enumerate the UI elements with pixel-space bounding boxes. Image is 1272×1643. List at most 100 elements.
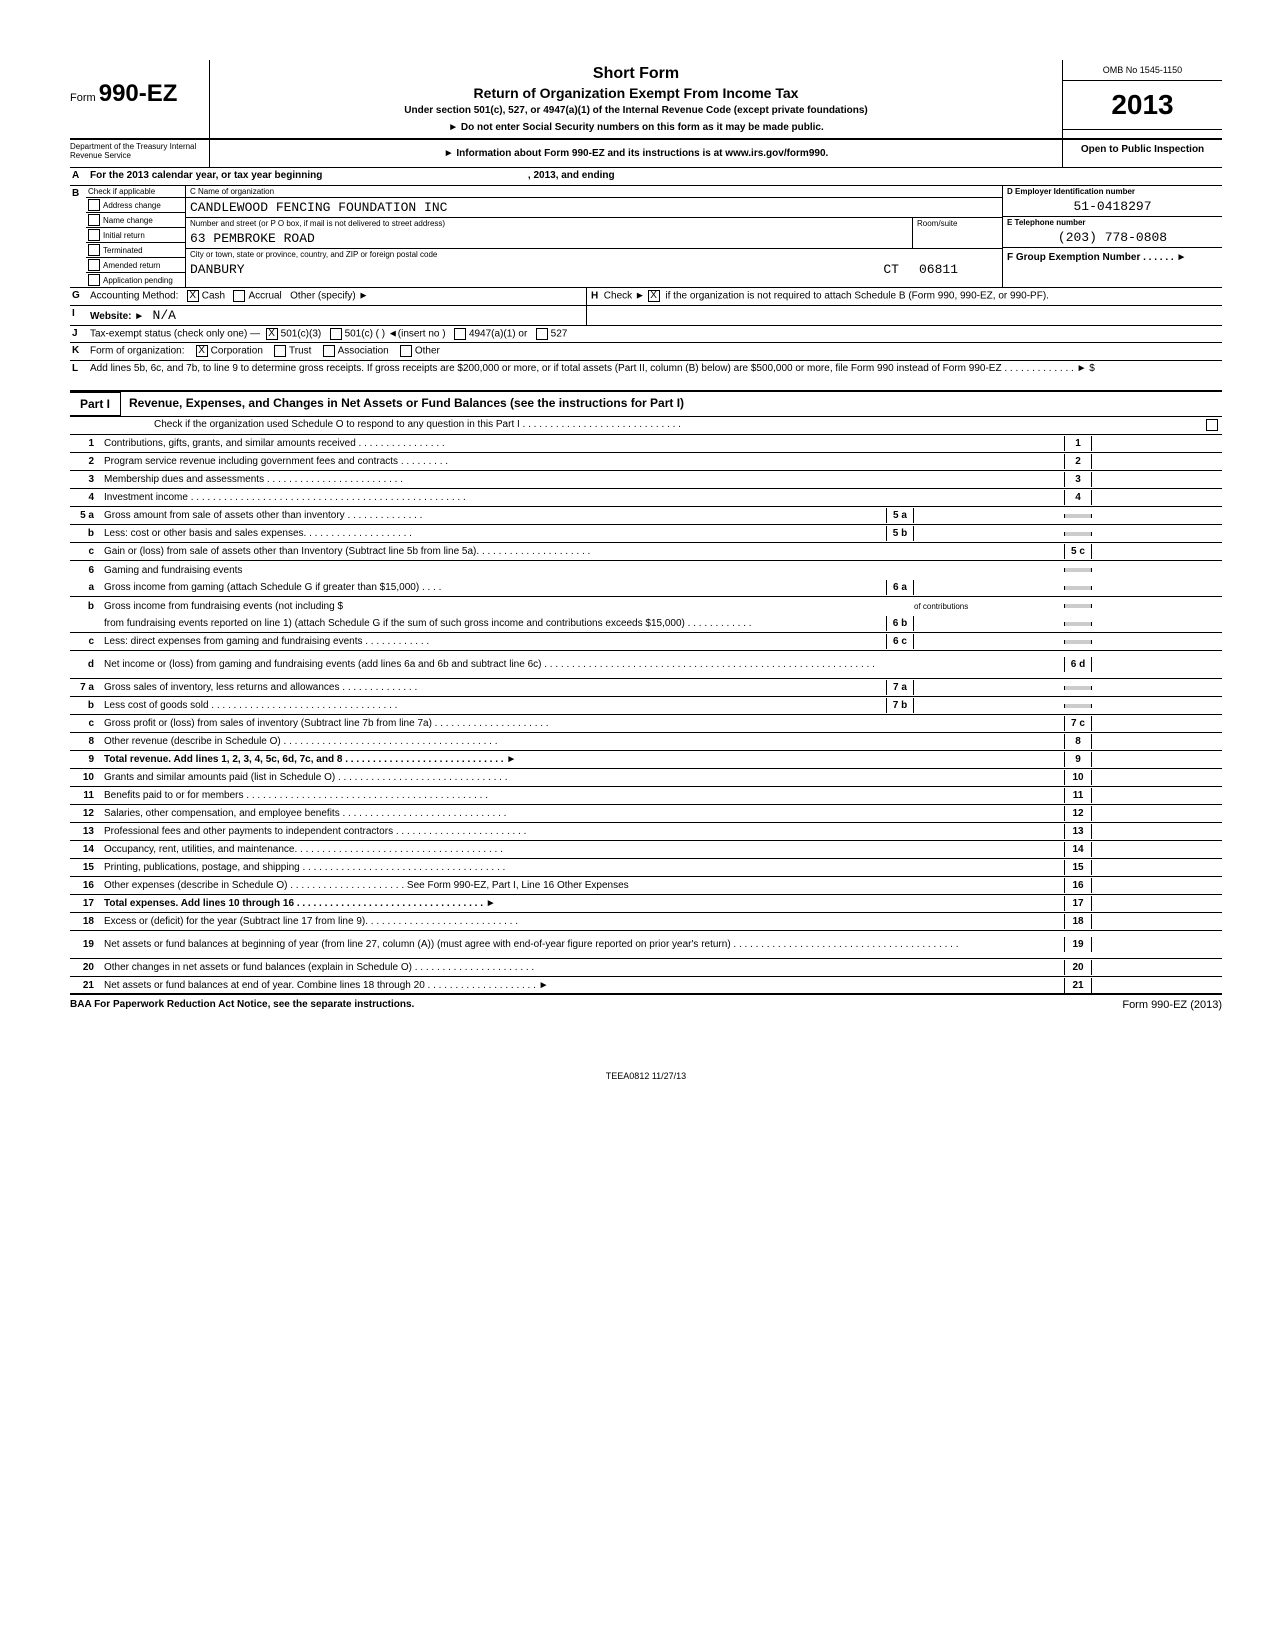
title-main: Return of Organization Exempt From Incom… [220, 85, 1052, 101]
checkbox-4947[interactable] [454, 328, 466, 340]
street-label: Number and street (or P O box, if mail i… [186, 218, 912, 229]
baa-right: Form 990-EZ (2013) [1122, 999, 1222, 1011]
checkbox-527[interactable] [536, 328, 548, 340]
ein-value: 51-0418297 [1003, 197, 1222, 216]
baa-left: BAA For Paperwork Reduction Act Notice, … [70, 999, 414, 1010]
line-1: 1Contributions, gifts, grants, and simil… [70, 435, 1222, 453]
line-5a: 5 aGross amount from sale of assets othe… [70, 507, 1222, 525]
title-under: Under section 501(c), 527, or 4947(a)(1)… [220, 105, 1052, 116]
checkbox-trust[interactable] [274, 345, 286, 357]
part-1-label: Part I [70, 392, 121, 416]
org-name: CANDLEWOOD FENCING FOUNDATION INC [186, 198, 1002, 218]
line-k: K Form of organization: XCorporation Tru… [70, 343, 1222, 361]
checkbox-schedule-o[interactable] [1206, 419, 1218, 431]
line-3: 3Membership dues and assessments . . . .… [70, 471, 1222, 489]
line-11: 11Benefits paid to or for members . . . … [70, 787, 1222, 805]
line-20: 20Other changes in net assets or fund ba… [70, 959, 1222, 977]
expenses-section: 10Grants and similar amounts paid (list … [70, 769, 1222, 913]
part-1-check-text: Check if the organization used Schedule … [150, 417, 1204, 434]
line-a-text: For the 2013 calendar year, or tax year … [90, 170, 322, 181]
net-assets-section: 18Excess or (deficit) for the year (Subt… [70, 913, 1222, 995]
d-label: D Employer Identification number [1003, 186, 1222, 197]
i-label: Website: ► [90, 311, 144, 322]
line-l: L Add lines 5b, 6c, and 7b, to line 9 to… [70, 361, 1222, 391]
header-block: B Check if applicable Address change Nam… [70, 186, 1222, 288]
k-label: Form of organization: [90, 346, 185, 357]
line-15: 15Printing, publications, postage, and s… [70, 859, 1222, 877]
line-4: 4Investment income . . . . . . . . . . .… [70, 489, 1222, 507]
line-a-mid: , 2013, and ending [528, 170, 615, 181]
line-6c: cLess: direct expenses from gaming and f… [70, 633, 1222, 651]
checkbox-other[interactable] [400, 345, 412, 357]
line-10: 10Grants and similar amounts paid (list … [70, 769, 1222, 787]
checkbox-app-pending[interactable] [88, 274, 100, 286]
checkbox-schedule-b[interactable]: X [648, 290, 660, 302]
checkbox-initial-return[interactable] [88, 229, 100, 241]
line-17: 17Total expenses. Add lines 10 through 1… [70, 895, 1222, 913]
zip-value: 06811 [919, 262, 958, 277]
open-public: Open to Public Inspection [1063, 140, 1222, 159]
form-number-cell: Form 990-EZ [70, 60, 210, 138]
checkbox-cash[interactable]: X [187, 290, 199, 302]
tax-year: 2013 [1063, 81, 1222, 130]
line-21: 21Net assets or fund balances at end of … [70, 977, 1222, 995]
checkbox-501c3[interactable]: X [266, 328, 278, 340]
line-12: 12Salaries, other compensation, and empl… [70, 805, 1222, 823]
line-16: 16Other expenses (describe in Schedule O… [70, 877, 1222, 895]
state-value: CT [883, 262, 899, 277]
checkbox-accrual[interactable] [233, 290, 245, 302]
section-b: Check if applicable Address change Name … [86, 186, 186, 287]
line-19: 19Net assets or fund balances at beginni… [70, 931, 1222, 959]
note-ssn: ► Do not enter Social Security numbers o… [220, 122, 1052, 133]
phone-value: (203) 778-0808 [1003, 228, 1222, 247]
g-label: Accounting Method: [90, 291, 178, 302]
c-name-label: C Name of organization [186, 186, 1002, 198]
line-7c: cGross profit or (loss) from sales of in… [70, 715, 1222, 733]
dept-row: Department of the Treasury Internal Reve… [70, 140, 1222, 168]
room-label: Room/suite [913, 218, 1002, 229]
line-2: 2Program service revenue including gover… [70, 453, 1222, 471]
e-label: E Telephone number [1003, 217, 1222, 228]
year-cell: OMB No 1545-1150 2013 [1062, 60, 1222, 138]
form-990ez: Form 990-EZ Short Form Return of Organiz… [70, 60, 1222, 1081]
section-c: C Name of organization CANDLEWOOD FENCIN… [186, 186, 1002, 287]
b-label: Check if applicable [86, 186, 185, 198]
part-1-title: Revenue, Expenses, and Changes in Net As… [129, 396, 684, 410]
form-number: 990-EZ [99, 80, 178, 107]
line-6b: from fundraising events reported on line… [70, 615, 1222, 633]
line-i: I Website: ► N/A [70, 306, 1222, 325]
baa-footer: BAA For Paperwork Reduction Act Notice, … [70, 995, 1222, 1011]
title-cell: Short Form Return of Organization Exempt… [210, 60, 1062, 138]
line-j: J Tax-exempt status (check only one) — X… [70, 325, 1222, 343]
line-13: 13Professional fees and other payments t… [70, 823, 1222, 841]
line-g-h: G Accounting Method: XCash Accrual Other… [70, 288, 1222, 306]
line-9: 9Total revenue. Add lines 1, 2, 3, 4, 5c… [70, 751, 1222, 769]
city-value: DANBURY [190, 262, 245, 277]
l-text: Add lines 5b, 6c, and 7b, to line 9 to d… [86, 361, 1222, 390]
line-6: 6Gaming and fundraising events [70, 561, 1222, 579]
checkbox-assoc[interactable] [323, 345, 335, 357]
checkbox-amended[interactable] [88, 259, 100, 271]
dept-label: Department of the Treasury Internal Reve… [70, 140, 210, 167]
part-1-header: Part I Revenue, Expenses, and Changes in… [70, 391, 1222, 417]
checkbox-corp[interactable]: X [196, 345, 208, 357]
line-14: 14Occupancy, rent, utilities, and mainte… [70, 841, 1222, 859]
form-prefix: Form [70, 92, 96, 104]
line-6d: dNet income or (loss) from gaming and fu… [70, 651, 1222, 679]
checkbox-name-change[interactable] [88, 214, 100, 226]
line-a: A For the 2013 calendar year, or tax yea… [70, 168, 1222, 186]
h-label: Check ► [604, 291, 645, 302]
checkbox-terminated[interactable] [88, 244, 100, 256]
line-7a: 7 aGross sales of inventory, less return… [70, 679, 1222, 697]
checkbox-501c[interactable] [330, 328, 342, 340]
line-5c: cGain or (loss) from sale of assets othe… [70, 543, 1222, 561]
h-text: if the organization is not required to a… [665, 291, 1049, 302]
title-short: Short Form [220, 65, 1052, 83]
street-value: 63 PEMBROKE ROAD [186, 229, 912, 248]
part-1-check: Check if the organization used Schedule … [70, 417, 1222, 435]
checkbox-address-change[interactable] [88, 199, 100, 211]
website-value: N/A [153, 308, 176, 323]
revenue-section: 1Contributions, gifts, grants, and simil… [70, 435, 1222, 769]
section-def: D Employer Identification number 51-0418… [1002, 186, 1222, 287]
form-header: Form 990-EZ Short Form Return of Organiz… [70, 60, 1222, 140]
